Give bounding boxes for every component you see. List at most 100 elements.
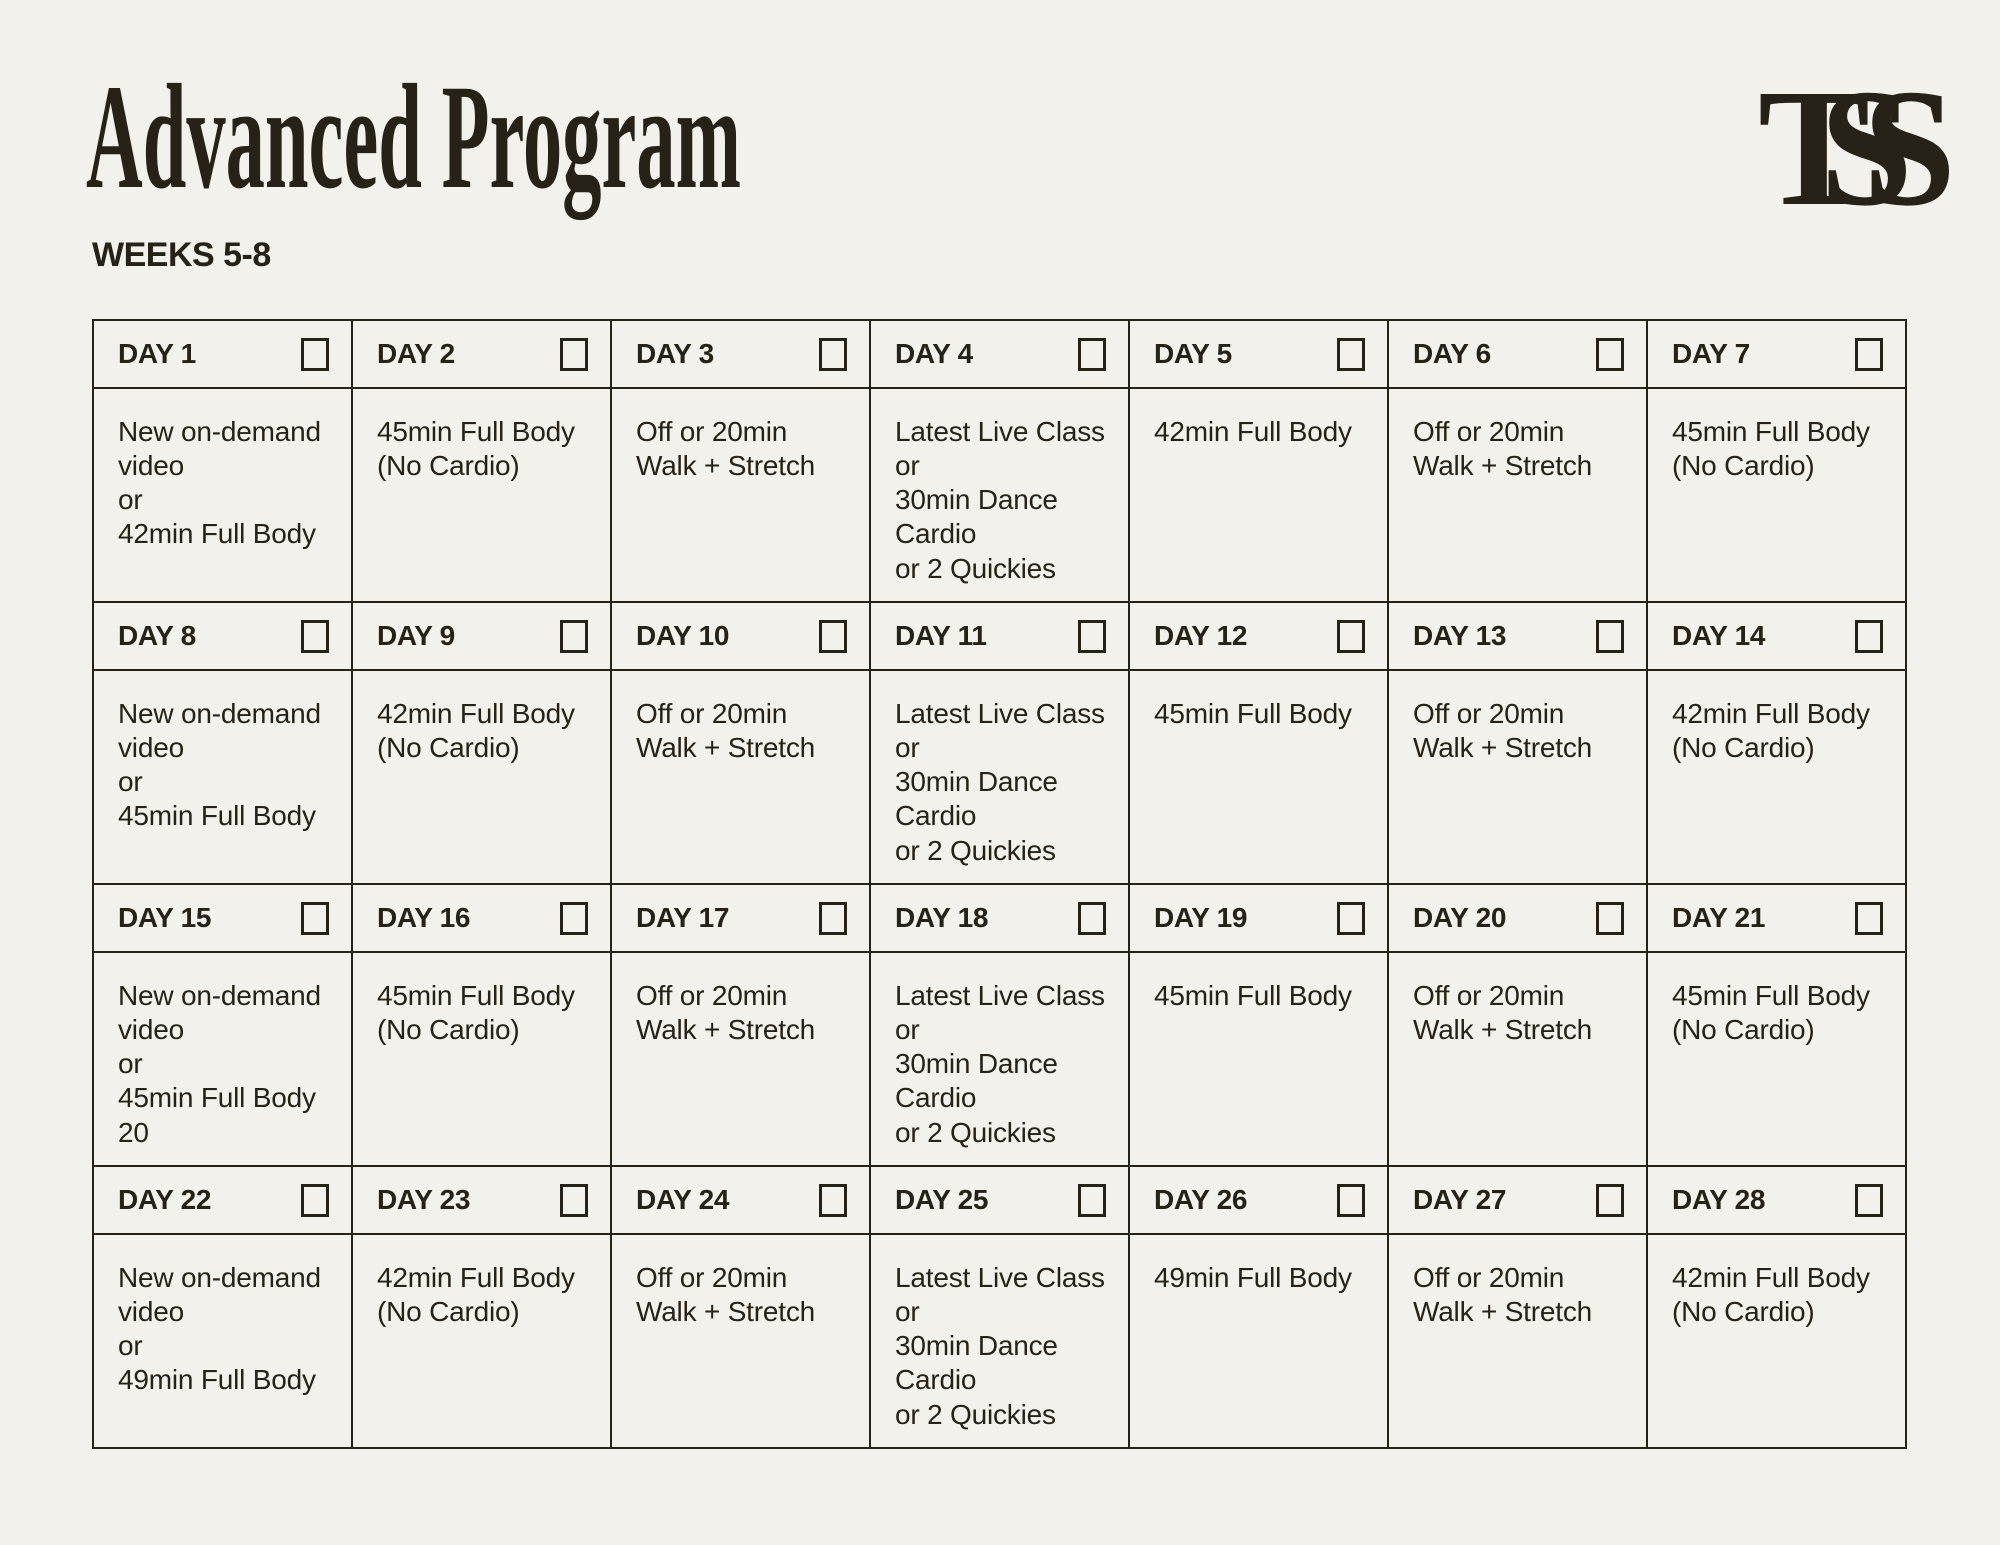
tss-logo: TSS (1758, 55, 1956, 241)
day-header-cell: DAY 14 (1646, 601, 1907, 671)
day-task-cell: 42min Full Body (1128, 387, 1389, 603)
day-header-inner: DAY 14 (1672, 619, 1883, 653)
day-label: DAY 13 (1413, 620, 1507, 651)
weeks-subtitle: WEEKS 5-8 (92, 236, 271, 274)
day-checkbox[interactable] (1078, 619, 1106, 653)
day-task-cell: Off or 20min Walk + Stretch (610, 951, 871, 1167)
day-header-cell: DAY 11 (869, 601, 1130, 671)
week-header-row: DAY 22 DAY 23 DAY 24 DAY 25 DAY 26 (92, 1165, 1907, 1235)
day-header-cell: DAY 22 (92, 1165, 353, 1235)
day-checkbox[interactable] (1596, 337, 1624, 371)
day-checkbox[interactable] (560, 337, 588, 371)
day-header-inner: DAY 8 (118, 619, 329, 653)
page-title-text: Advanced Program (86, 54, 741, 220)
day-checkbox[interactable] (560, 619, 588, 653)
day-header-inner: DAY 1 (118, 337, 329, 371)
day-checkbox[interactable] (301, 337, 329, 371)
day-task-cell: Off or 20min Walk + Stretch (610, 669, 871, 885)
day-task-cell: Latest Live Class or 30min Dance Cardio … (869, 669, 1130, 885)
day-header-cell: DAY 2 (351, 319, 612, 389)
day-checkbox[interactable] (560, 901, 588, 935)
day-header-cell: DAY 16 (351, 883, 612, 953)
day-header-cell: DAY 9 (351, 601, 612, 671)
day-label: DAY 3 (636, 338, 714, 369)
day-task-cell: New on-demand video or 45min Full Body (92, 669, 353, 885)
day-header-cell: DAY 19 (1128, 883, 1389, 953)
day-header-inner: DAY 9 (377, 619, 588, 653)
day-checkbox[interactable] (1078, 901, 1106, 935)
day-header-cell: DAY 20 (1387, 883, 1648, 953)
day-checkbox[interactable] (1596, 901, 1624, 935)
day-header-cell: DAY 28 (1646, 1165, 1907, 1235)
day-task-cell: Latest Live Class or 30min Dance Cardio … (869, 951, 1130, 1167)
day-task-cell: Off or 20min Walk + Stretch (1387, 1233, 1648, 1449)
day-label: DAY 16 (377, 902, 471, 933)
day-label: DAY 18 (895, 902, 989, 933)
day-task-cell: Off or 20min Walk + Stretch (610, 387, 871, 603)
day-header-inner: DAY 24 (636, 1183, 847, 1217)
week-header-row: DAY 8 DAY 9 DAY 10 DAY 11 DAY 12 (92, 601, 1907, 671)
day-task-cell: Off or 20min Walk + Stretch (1387, 387, 1648, 603)
day-header-inner: DAY 10 (636, 619, 847, 653)
day-checkbox[interactable] (1855, 1183, 1883, 1217)
day-checkbox[interactable] (1596, 1183, 1624, 1217)
day-header-inner: DAY 4 (895, 337, 1106, 371)
week-header-row: DAY 1 DAY 2 DAY 3 DAY 4 DAY 5 (92, 319, 1907, 389)
day-task-cell: Latest Live Class or 30min Dance Cardio … (869, 387, 1130, 603)
day-header-inner: DAY 11 (895, 619, 1106, 653)
day-task-cell: 49min Full Body (1128, 1233, 1389, 1449)
day-checkbox[interactable] (1337, 619, 1365, 653)
day-task-cell: 42min Full Body (No Cardio) (1646, 1233, 1907, 1449)
day-header-cell: DAY 18 (869, 883, 1130, 953)
day-header-inner: DAY 25 (895, 1183, 1106, 1217)
day-checkbox[interactable] (1855, 619, 1883, 653)
day-label: DAY 26 (1154, 1184, 1248, 1215)
program-table: DAY 1 DAY 2 DAY 3 DAY 4 DAY 5 (92, 319, 1907, 1449)
day-header-cell: DAY 27 (1387, 1165, 1648, 1235)
day-checkbox[interactable] (1855, 337, 1883, 371)
day-label: DAY 17 (636, 902, 730, 933)
day-header-cell: DAY 8 (92, 601, 353, 671)
week-task-row: New on-demand video or 45min Full Body 2… (92, 951, 1907, 1167)
day-header-inner: DAY 28 (1672, 1183, 1883, 1217)
day-checkbox[interactable] (1078, 337, 1106, 371)
day-checkbox[interactable] (301, 901, 329, 935)
day-checkbox[interactable] (301, 619, 329, 653)
day-label: DAY 9 (377, 620, 455, 651)
day-checkbox[interactable] (819, 619, 847, 653)
day-label: DAY 4 (895, 338, 973, 369)
day-task-cell: 45min Full Body (No Cardio) (1646, 951, 1907, 1167)
day-header-inner: DAY 21 (1672, 901, 1883, 935)
day-checkbox[interactable] (560, 1183, 588, 1217)
day-header-inner: DAY 2 (377, 337, 588, 371)
day-label: DAY 11 (895, 620, 987, 651)
day-header-inner: DAY 23 (377, 1183, 588, 1217)
day-header-cell: DAY 5 (1128, 319, 1389, 389)
week-task-row: New on-demand video or 45min Full Body 42… (92, 669, 1907, 885)
day-label: DAY 28 (1672, 1184, 1766, 1215)
day-label: DAY 22 (118, 1184, 212, 1215)
day-label: DAY 20 (1413, 902, 1507, 933)
day-checkbox[interactable] (1596, 619, 1624, 653)
day-checkbox[interactable] (819, 901, 847, 935)
day-header-cell: DAY 13 (1387, 601, 1648, 671)
day-task-cell: Off or 20min Walk + Stretch (1387, 951, 1648, 1167)
day-header-cell: DAY 7 (1646, 319, 1907, 389)
day-checkbox[interactable] (1855, 901, 1883, 935)
week-task-row: New on-demand video or 49min Full Body 42… (92, 1233, 1907, 1449)
day-checkbox[interactable] (1337, 337, 1365, 371)
day-header-cell: DAY 24 (610, 1165, 871, 1235)
day-label: DAY 23 (377, 1184, 471, 1215)
day-checkbox[interactable] (1337, 901, 1365, 935)
day-checkbox[interactable] (819, 1183, 847, 1217)
day-checkbox[interactable] (1337, 1183, 1365, 1217)
day-header-inner: DAY 6 (1413, 337, 1624, 371)
day-checkbox[interactable] (1078, 1183, 1106, 1217)
day-header-inner: DAY 7 (1672, 337, 1883, 371)
day-checkbox[interactable] (301, 1183, 329, 1217)
day-header-inner: DAY 27 (1413, 1183, 1624, 1217)
day-checkbox[interactable] (819, 337, 847, 371)
day-header-cell: DAY 10 (610, 601, 871, 671)
day-label: DAY 5 (1154, 338, 1232, 369)
